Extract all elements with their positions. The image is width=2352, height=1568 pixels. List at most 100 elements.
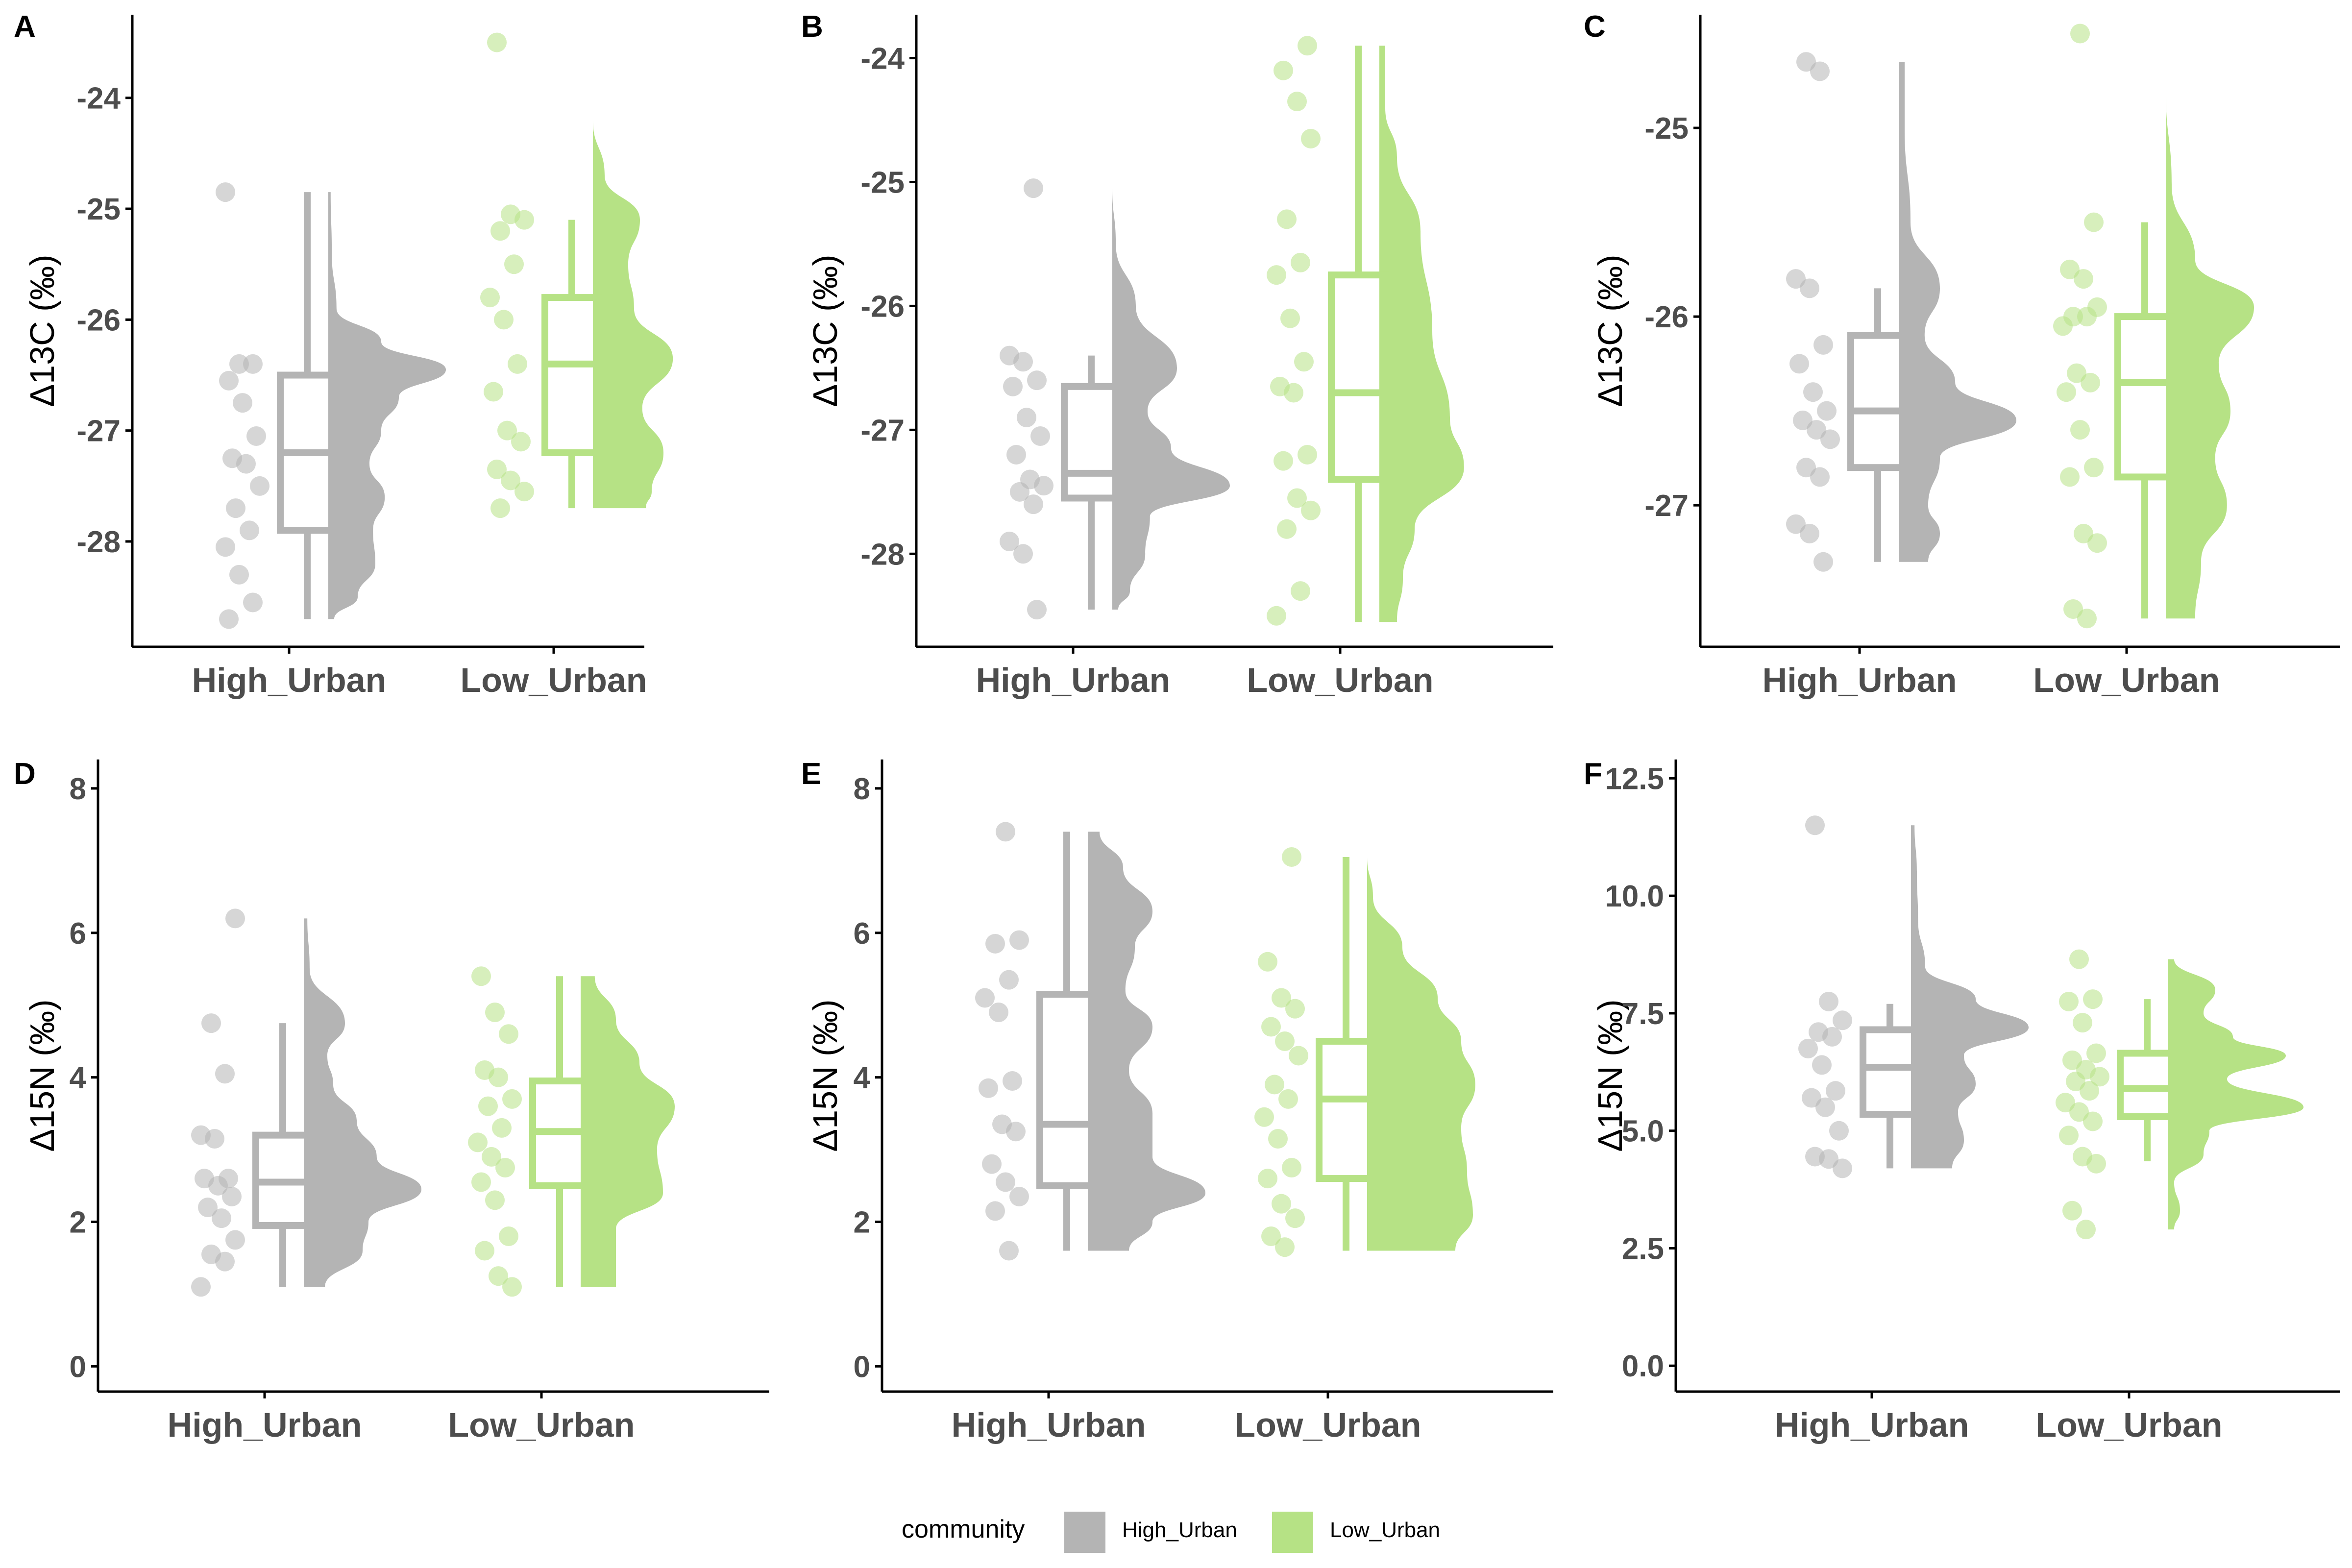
data-point	[1287, 92, 1307, 112]
data-point	[216, 537, 235, 557]
data-point	[240, 520, 259, 540]
density-cloud	[1088, 832, 1205, 1251]
data-point	[2090, 1067, 2109, 1087]
y-tick-label: 4	[70, 1061, 87, 1095]
data-point	[2059, 1126, 2079, 1146]
data-point	[215, 1251, 235, 1272]
data-point	[2060, 259, 2080, 279]
data-point	[1275, 1237, 1295, 1257]
data-point	[1813, 552, 1833, 572]
data-point	[2081, 372, 2100, 392]
box-iqr	[541, 294, 602, 456]
data-point	[201, 1013, 221, 1033]
box-iqr	[1847, 332, 1908, 471]
data-point	[468, 1132, 488, 1152]
legend-label-low-urban: Low_Urban	[1330, 1518, 1440, 1542]
data-point	[1034, 476, 1054, 496]
data-point	[1815, 1097, 1835, 1117]
data-point	[2084, 212, 2104, 232]
x-tick-label: High_Urban	[976, 661, 1171, 699]
y-tick-label: 2	[70, 1206, 86, 1240]
data-point	[219, 609, 239, 629]
y-axis-label: Δ13C (‰)	[806, 254, 844, 407]
data-point	[1298, 36, 1317, 56]
data-point	[1267, 265, 1286, 285]
box-iqr	[1316, 1037, 1376, 1182]
data-point	[1267, 606, 1286, 626]
data-point	[1272, 1194, 1291, 1214]
data-point	[1258, 952, 1277, 972]
data-point	[216, 182, 235, 202]
data-point	[1261, 1017, 1281, 1037]
data-point	[1817, 401, 1837, 421]
data-point	[508, 354, 527, 374]
x-tick-label: High_Urban	[952, 1406, 1146, 1444]
data-point	[2083, 989, 2103, 1009]
data-point	[1261, 1226, 1281, 1247]
x-tick-label: Low_Urban	[2033, 661, 2220, 699]
data-point	[2070, 24, 2090, 44]
data-point	[999, 970, 1019, 990]
data-point	[2057, 382, 2076, 402]
data-point	[487, 32, 507, 52]
y-tick-label: 6	[70, 917, 86, 951]
series-low-urban	[2056, 949, 2303, 1240]
series-high-urban	[1798, 815, 2029, 1178]
legend-title: community	[902, 1515, 1025, 1544]
y-tick-label: -24	[76, 82, 121, 116]
data-point	[1822, 1027, 1842, 1047]
data-point	[2059, 991, 2079, 1011]
data-point	[2086, 1153, 2106, 1174]
data-point	[236, 454, 256, 474]
y-tick-label: -24	[860, 42, 905, 76]
data-point	[514, 482, 534, 502]
data-point	[2067, 363, 2086, 383]
data-point	[1301, 500, 1321, 520]
series-high-urban	[1000, 178, 1230, 620]
legend-label-high-urban: High_Urban	[1122, 1518, 1237, 1542]
data-point	[2077, 609, 2097, 629]
data-point	[996, 1172, 1015, 1192]
series-low-urban	[1254, 847, 1475, 1257]
data-point	[222, 1186, 242, 1206]
data-point	[1013, 352, 1033, 372]
data-point	[1265, 1075, 1284, 1095]
x-tick-label: Low_Urban	[1247, 661, 1433, 699]
data-point	[1819, 991, 1838, 1011]
data-point	[475, 1241, 494, 1261]
box-iqr	[2114, 313, 2175, 481]
legend-key-low-urban	[1272, 1512, 1313, 1553]
y-axis-label: Δ15N (‰)	[806, 999, 844, 1152]
data-point	[1298, 444, 1317, 465]
x-tick-label: Low_Urban	[2035, 1406, 2222, 1444]
data-point	[1793, 410, 1813, 430]
y-tick-label: -28	[860, 538, 905, 571]
data-point	[1277, 519, 1297, 539]
data-point	[511, 432, 531, 452]
panel-e: E Δ15N (‰) 0 2 4 6 8 High_Urban Low_Urban	[801, 757, 1553, 1444]
data-point	[2066, 1071, 2085, 1091]
panel-letter: A	[14, 10, 36, 44]
panel-a: A Δ13C (‰) -28 -27 -26 -25 -24 High_Urban Low_Ur…	[14, 10, 673, 699]
y-tick-label: 6	[854, 917, 870, 951]
data-point	[1291, 252, 1310, 272]
data-point	[478, 1096, 498, 1116]
data-point	[225, 1230, 245, 1250]
data-point	[219, 370, 239, 391]
data-point	[471, 966, 491, 986]
data-point	[2060, 467, 2080, 487]
y-tick-label: -26	[1644, 300, 1689, 334]
data-point	[1800, 278, 1819, 298]
data-point	[229, 564, 249, 585]
data-point	[1291, 581, 1310, 601]
data-point	[1274, 60, 1293, 80]
data-point	[1277, 209, 1297, 229]
data-point	[485, 1003, 505, 1022]
data-point	[1798, 1038, 1818, 1058]
data-point	[2053, 316, 2073, 336]
data-point	[1789, 354, 1809, 374]
box-iqr	[2117, 1050, 2178, 1120]
data-point	[999, 1241, 1019, 1261]
y-tick-label: 2.5	[1622, 1232, 1664, 1266]
y-tick-label: -27	[76, 415, 121, 448]
